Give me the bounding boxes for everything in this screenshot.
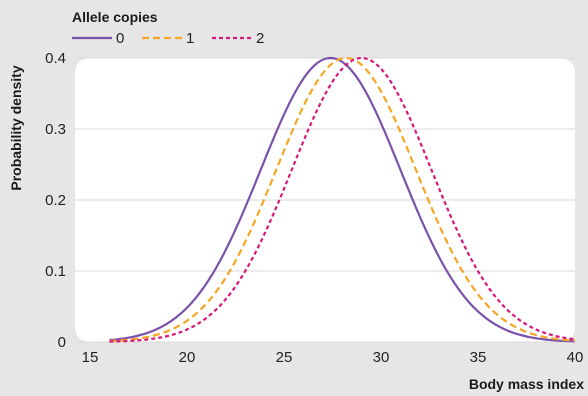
legend-label-2: 2: [256, 30, 264, 47]
legend-label-1: 1: [186, 30, 194, 47]
series-line-0: [109, 56, 576, 343]
legend: 0 1 2: [72, 30, 264, 47]
y-tick-label-0: 0: [58, 334, 66, 351]
x-tick-label-2: 25: [276, 349, 293, 366]
x-tick-labels: 15 20 25 30 35 40: [82, 349, 584, 366]
legend-title: Allele copies: [72, 9, 158, 25]
x-tick-label-0: 15: [82, 349, 99, 366]
y-axis-title: Probability density: [8, 65, 24, 190]
x-tick-label-1: 20: [179, 349, 196, 366]
x-tick-label-5: 40: [567, 349, 584, 366]
x-axis-title: Body mass index: [469, 376, 584, 392]
legend-label-0: 0: [116, 30, 124, 47]
y-tick-label-1: 0.1: [45, 263, 66, 280]
series-lines: [109, 56, 576, 343]
y-tick-label-3: 0.3: [45, 121, 66, 138]
y-tick-label-2: 0.2: [45, 192, 66, 209]
x-tick-label-3: 30: [373, 349, 390, 366]
y-tick-labels: 0 0.1 0.2 0.3 0.4: [45, 50, 66, 351]
x-tick-label-4: 35: [470, 349, 487, 366]
series-line-2: [109, 56, 576, 343]
y-tick-label-4: 0.4: [45, 50, 66, 67]
series-line-1: [109, 56, 576, 343]
